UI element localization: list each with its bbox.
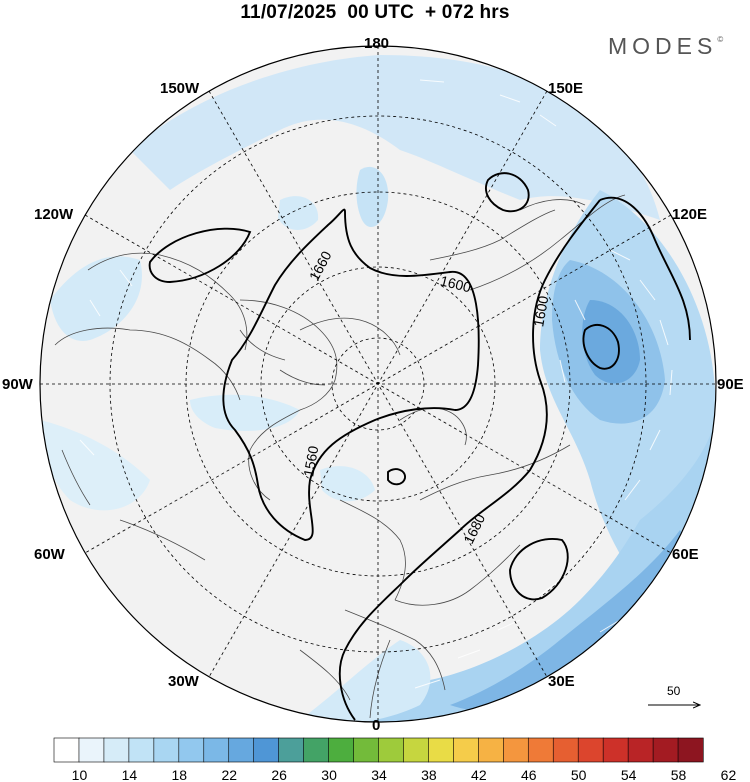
colorbar-swatch: [602, 737, 629, 763]
colorbar-tick-label: 38: [421, 767, 437, 782]
map-field: 1660 1600 1600 1560 1680: [40, 46, 716, 722]
colorbar-swatch: [378, 737, 405, 763]
colorbar-swatch: [677, 737, 704, 763]
contour-label: 1600: [530, 294, 551, 328]
colorbar-swatch: [228, 737, 255, 763]
height-contours: [148, 172, 691, 721]
colorbar-swatch: [428, 737, 454, 763]
lon-label-120e: 120E: [672, 206, 708, 223]
lon-label-120w: 120W: [34, 206, 74, 223]
colorbar-swatch: [478, 737, 504, 763]
colorbar-swatch: [503, 737, 529, 763]
colorbar-swatch: [303, 737, 330, 763]
wind-reference-label: 50: [667, 684, 681, 698]
colorbar-swatch: [178, 737, 205, 763]
colorbar-swatch: [552, 737, 579, 763]
chart-title: 11/07/2025 00 UTC + 072 hrs: [240, 2, 510, 23]
colorbar-tick-label: 34: [371, 767, 387, 782]
lon-label-30e: 30E: [548, 673, 575, 690]
colorbar-swatch: [627, 737, 654, 763]
colorbar-swatch: [278, 737, 305, 763]
colorbar-tick-label: 42: [471, 767, 487, 782]
colorbar-tick-label: 46: [521, 767, 537, 782]
colorbar-swatch: [253, 737, 280, 763]
colorbar-tick-label: 50: [571, 767, 587, 782]
lon-label-60e: 60E: [672, 546, 699, 563]
lon-label-90e: 90E: [717, 376, 744, 393]
colorbar-swatch: [103, 737, 130, 763]
graticule: [40, 46, 716, 722]
colorbar-swatch: [203, 737, 230, 763]
colorbar-swatch: [527, 737, 554, 763]
lon-label-60w: 60W: [34, 546, 65, 563]
map-border: [39, 45, 717, 723]
contour-label: 1600: [439, 272, 473, 295]
contour-label: 1560: [300, 444, 321, 478]
contour-labels: 1660 1600 1600 1560 1680: [300, 248, 551, 546]
brand-mark: ©: [717, 35, 724, 44]
lon-label-0: 0: [372, 717, 381, 734]
colorbar-swatch: [328, 737, 355, 763]
colorbar-tick-label: 10: [72, 767, 88, 782]
colorbar-swatch: [53, 737, 80, 763]
brand-name: MODES: [608, 33, 718, 59]
colorbar-swatch: [577, 737, 604, 763]
lon-label-150e: 150E: [548, 80, 584, 97]
colorbar-tick-label: 58: [671, 767, 687, 782]
colorbar-swatch: [78, 737, 105, 763]
colorbar-tick-label: 26: [271, 767, 287, 782]
colorbar-tick-label: 18: [172, 767, 188, 782]
colorbar-tick-label: 54: [621, 767, 637, 782]
lon-label-150w: 150W: [160, 80, 200, 97]
colorbar-swatch: [652, 737, 679, 763]
colorbar-swatch: [353, 737, 380, 763]
colorbar-tick-label: 22: [221, 767, 237, 782]
colorbar-swatch: [403, 737, 430, 763]
colorbar-tick-label: 14: [122, 767, 138, 782]
colorbar-tick-label: 30: [321, 767, 337, 782]
colorbar-swatch: [128, 737, 155, 763]
lon-label-30w: 30W: [168, 673, 199, 690]
colorbar: 10141822263034384246505458626670: [53, 737, 737, 782]
lon-label-180: 180: [364, 35, 390, 52]
colorbar-tick-label: 62: [721, 767, 737, 782]
brand-logo: MODES©: [608, 33, 723, 60]
colorbar-swatch: [153, 737, 180, 763]
lon-label-90w: 90W: [2, 376, 33, 393]
colorbar-swatch: [453, 737, 479, 763]
